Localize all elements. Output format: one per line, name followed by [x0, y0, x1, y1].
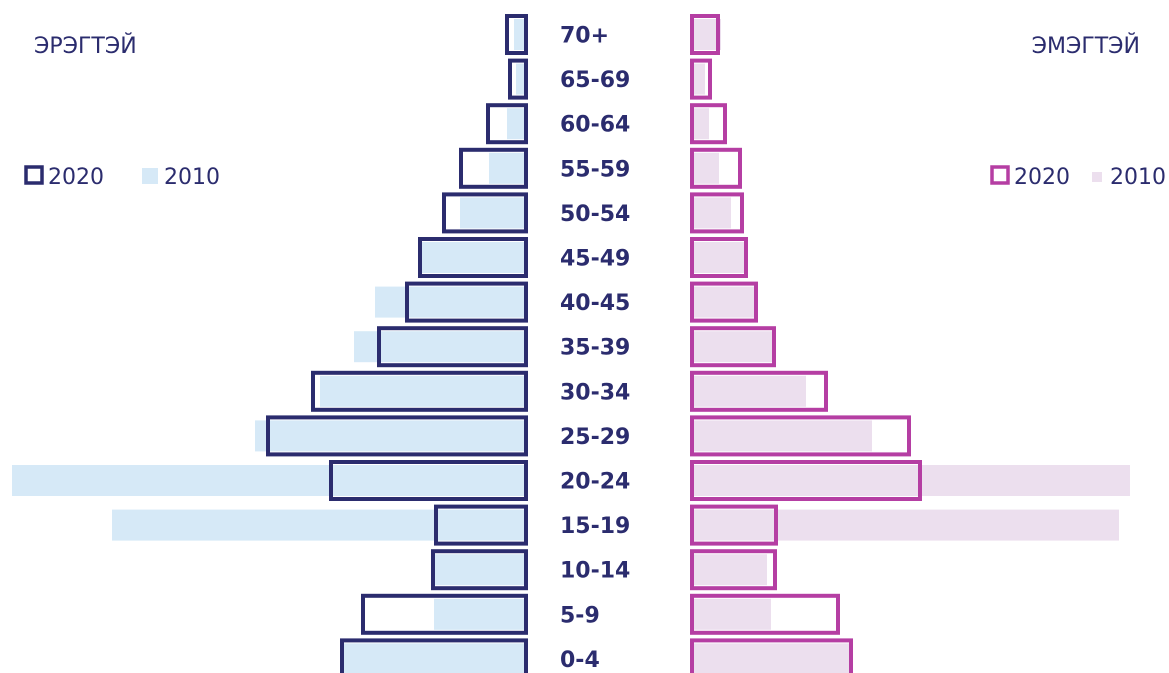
bar-female-2010-60-64	[692, 108, 709, 140]
bar-male-2020-0-4	[340, 638, 528, 673]
age-label-35-39: 35-39	[560, 336, 630, 361]
age-label-70+: 70+	[560, 24, 609, 49]
bars-group	[12, 14, 1130, 673]
bar-male-2010-0-4	[342, 643, 526, 673]
female-legend-2010-label: 2010	[1110, 165, 1166, 190]
bar-male-2020-45-49	[418, 237, 528, 278]
bar-male-2020-30-34	[311, 370, 528, 412]
bar-male-2020-20-24	[329, 460, 528, 501]
bar-female-2020-0-4	[690, 638, 853, 673]
bar-male-2020-55-59	[459, 147, 528, 189]
age-label-20-24: 20-24	[560, 470, 630, 495]
bar-male-2010-40-45	[375, 286, 526, 318]
bar-male-2020-65-69	[508, 58, 528, 100]
age-label-10-14: 10-14	[560, 559, 630, 584]
male-legend-2010-swatch	[142, 168, 158, 184]
bar-female-2020-55-59	[690, 147, 742, 189]
bar-female-2020-30-34	[690, 370, 828, 412]
bar-female-2020-60-64	[690, 103, 727, 145]
bar-male-2010-30-34	[320, 375, 526, 407]
bar-male-2010-55-59	[489, 152, 526, 184]
bar-female-2020-50-54	[690, 192, 744, 234]
bar-female-2010-10-14	[692, 554, 767, 586]
bar-male-2020-5-9	[361, 593, 528, 635]
age-label-65-69: 65-69	[560, 68, 630, 93]
age-label-40-45: 40-45	[560, 291, 630, 316]
female-legend-2020-swatch	[990, 165, 1010, 185]
bar-female-2010-45-49	[692, 242, 746, 273]
age-label-45-49: 45-49	[560, 247, 630, 272]
age-label-55-59: 55-59	[560, 157, 630, 182]
bar-female-2010-0-4	[692, 643, 851, 673]
bar-male-2010-20-24	[12, 465, 526, 496]
age-label-60-64: 60-64	[560, 113, 630, 138]
bar-female-2020-35-39	[690, 326, 776, 368]
bar-female-2020-15-19	[690, 504, 778, 546]
bar-female-2010-5-9	[692, 598, 771, 630]
bar-male-2020-25-29	[266, 415, 528, 457]
female-legend-2010-swatch	[1092, 172, 1102, 182]
male-side-label: ЭРЭГТЭЙ	[34, 33, 137, 59]
bar-female-2020-45-49	[690, 237, 748, 278]
bar-male-2020-10-14	[431, 549, 528, 591]
bar-male-2010-45-49	[420, 242, 526, 273]
bar-male-2020-60-64	[486, 103, 528, 145]
bar-female-2020-20-24	[690, 460, 922, 501]
bar-male-2020-15-19	[434, 504, 528, 546]
female-legend: 2020 2010	[990, 165, 1166, 190]
bar-male-2010-70+	[514, 19, 526, 50]
bar-female-2020-25-29	[690, 415, 911, 457]
bar-female-2010-65-69	[692, 63, 705, 95]
bar-female-2010-55-59	[692, 152, 719, 184]
bar-male-2020-40-45	[405, 281, 528, 323]
male-legend: 2020 2010	[24, 165, 220, 190]
age-label-25-29: 25-29	[560, 425, 630, 450]
bar-female-2010-35-39	[692, 331, 772, 363]
male-legend-2020-swatch	[24, 165, 44, 185]
bar-female-2020-5-9	[690, 593, 840, 635]
bar-female-2010-40-45	[692, 286, 754, 318]
bar-female-2010-15-19	[692, 509, 1119, 541]
bar-female-2010-20-24	[692, 465, 1130, 496]
age-label-0-4: 0-4	[560, 648, 600, 673]
bar-female-2020-70+	[690, 14, 720, 55]
female-side-label: ЭМЭГТЭЙ	[1032, 33, 1140, 59]
male-legend-2010-label: 2010	[164, 165, 220, 190]
bar-male-2010-65-69	[516, 63, 526, 95]
bar-female-2010-50-54	[692, 197, 731, 229]
age-label-30-34: 30-34	[560, 380, 630, 405]
age-label-5-9: 5-9	[560, 603, 600, 628]
bar-male-2010-50-54	[460, 197, 526, 229]
age-label-15-19: 15-19	[560, 514, 630, 539]
bar-male-2010-35-39	[354, 331, 526, 363]
age-labels-group: 70+ 65-69 60-64 55-59 50-54 45-49 40-45 35-39 30…	[560, 24, 630, 673]
female-legend-2020-label: 2020	[1014, 165, 1070, 190]
bar-female-2020-10-14	[690, 549, 777, 591]
bar-male-2010-5-9	[434, 598, 526, 630]
bar-male-2010-60-64	[507, 108, 526, 140]
bar-male-2010-25-29	[255, 420, 526, 452]
bar-female-2020-40-45	[690, 281, 758, 323]
bar-female-2020-65-69	[690, 58, 712, 100]
bar-female-2010-25-29	[692, 420, 872, 452]
age-label-50-54: 50-54	[560, 202, 630, 227]
bar-male-2020-35-39	[377, 326, 528, 368]
bar-male-2010-15-19	[112, 509, 526, 541]
bar-male-2010-10-14	[434, 554, 526, 586]
male-legend-2020-label: 2020	[48, 165, 104, 190]
bar-male-2020-70+	[505, 14, 528, 55]
bar-female-2010-30-34	[692, 375, 806, 407]
bar-male-2020-50-54	[442, 192, 528, 234]
